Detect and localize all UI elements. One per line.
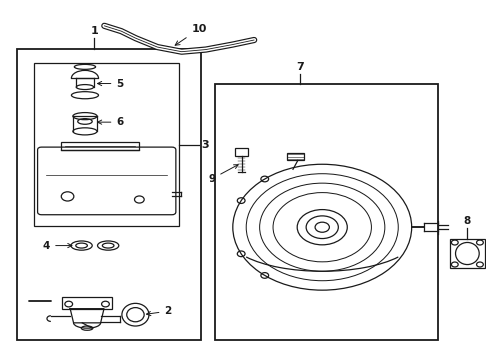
Text: 10: 10 bbox=[175, 24, 206, 45]
Text: 4: 4 bbox=[42, 240, 72, 251]
Text: 6: 6 bbox=[97, 117, 123, 127]
Bar bbox=[234, 148, 248, 156]
Text: 7: 7 bbox=[296, 62, 303, 72]
Bar bbox=[34, 63, 179, 226]
Bar bbox=[61, 142, 139, 150]
Bar bbox=[62, 297, 112, 309]
Text: 2: 2 bbox=[146, 306, 171, 316]
Text: 5: 5 bbox=[97, 78, 123, 89]
Bar bbox=[286, 153, 304, 161]
Text: 9: 9 bbox=[208, 165, 238, 184]
Text: 1: 1 bbox=[90, 26, 98, 36]
Bar bbox=[449, 239, 484, 268]
Bar bbox=[17, 49, 201, 339]
Text: 8: 8 bbox=[463, 216, 470, 225]
Bar bbox=[215, 84, 437, 339]
Text: 3: 3 bbox=[201, 140, 208, 149]
